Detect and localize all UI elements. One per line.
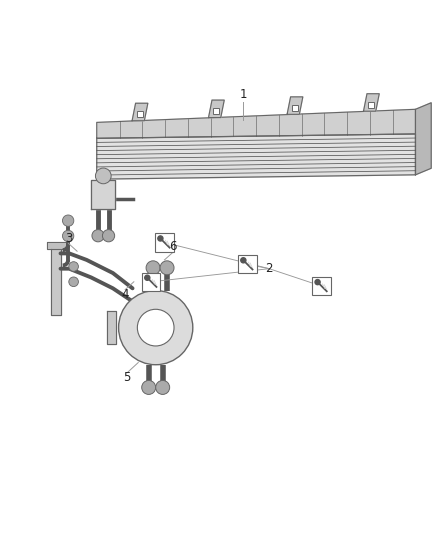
Circle shape [95, 168, 111, 184]
Circle shape [142, 381, 155, 394]
Bar [368, 102, 374, 108]
Circle shape [145, 275, 150, 280]
Polygon shape [132, 103, 148, 120]
Bar [155, 233, 173, 252]
Bar [213, 108, 219, 114]
Text: 3: 3 [65, 232, 72, 245]
Polygon shape [208, 100, 224, 118]
Polygon shape [46, 243, 67, 249]
Circle shape [119, 290, 193, 365]
Circle shape [158, 236, 163, 241]
Circle shape [92, 230, 104, 242]
Circle shape [315, 279, 320, 285]
Bar [312, 277, 331, 295]
Bar [292, 105, 298, 111]
Circle shape [138, 309, 174, 346]
Circle shape [69, 277, 78, 287]
Polygon shape [364, 94, 379, 111]
Bar [137, 111, 143, 117]
Bar [238, 255, 257, 273]
Text: 4: 4 [121, 288, 129, 301]
Text: 2: 2 [265, 262, 273, 275]
Polygon shape [51, 249, 60, 314]
Polygon shape [97, 109, 416, 138]
Text: 1: 1 [239, 87, 247, 101]
Polygon shape [287, 97, 303, 115]
Circle shape [102, 230, 115, 242]
Circle shape [63, 215, 74, 227]
Circle shape [155, 381, 170, 394]
Polygon shape [107, 311, 117, 344]
Circle shape [146, 261, 160, 275]
Text: 6: 6 [170, 240, 177, 253]
Circle shape [63, 230, 74, 241]
Circle shape [160, 261, 174, 275]
Circle shape [241, 258, 246, 263]
Polygon shape [91, 180, 115, 208]
Polygon shape [416, 103, 431, 175]
Bar [142, 272, 160, 291]
Text: 5: 5 [124, 372, 131, 384]
Polygon shape [97, 134, 416, 179]
Circle shape [69, 262, 78, 271]
